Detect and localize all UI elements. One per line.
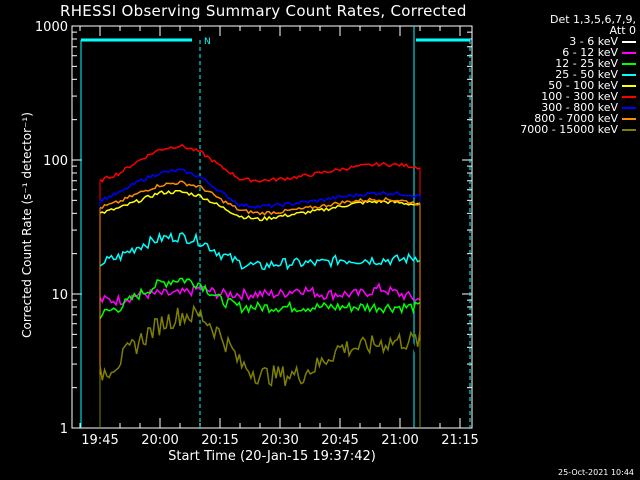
legend-entry-label: 50 - 100 keV	[548, 79, 618, 92]
x-tick-label: 21:00	[381, 433, 418, 448]
y-tick-label: 10	[51, 288, 68, 303]
y-axis-label: Corrected Count Rate (s⁻¹ detector⁻¹)	[20, 112, 34, 338]
x-tick-label: 19:45	[81, 433, 118, 448]
legend-entry: 7000 - 15000 keV	[474, 124, 636, 135]
legend-entry-label: 100 - 300 keV	[541, 90, 618, 103]
legend-swatch	[622, 128, 636, 131]
legend-entry-label: 7000 - 15000 keV	[520, 123, 618, 136]
legend-swatch	[622, 117, 636, 120]
legend-swatch	[622, 84, 636, 87]
timestamp: 25-Oct-2021 10:44	[558, 468, 634, 477]
x-tick-label: 20:30	[261, 433, 298, 448]
y-tick-label: 1	[60, 422, 68, 437]
legend-swatch	[622, 106, 636, 109]
series-line-3	[99, 231, 421, 271]
series-line-4	[99, 189, 421, 222]
y-tick-label: 1000	[35, 20, 68, 35]
legend-entry: 300 - 800 keV	[474, 102, 636, 113]
legend-swatch	[622, 40, 636, 43]
night-annotation: N	[204, 37, 211, 47]
legend-entry: 12 - 25 keV	[474, 58, 636, 69]
plot-frame	[71, 25, 473, 429]
series-line-0	[99, 293, 421, 365]
x-tick-label: 20:00	[141, 433, 178, 448]
x-tick-label: 20:15	[201, 433, 238, 448]
y-tick-label: 100	[43, 154, 68, 169]
legend-entry: 6 - 12 keV	[474, 47, 636, 58]
legend-entry-label: 3 - 6 keV	[569, 35, 618, 48]
legend-swatch	[622, 95, 636, 98]
series-line-8	[99, 304, 421, 387]
legend-swatch	[622, 73, 636, 76]
legend-entry-label: 800 - 7000 keV	[534, 112, 618, 125]
legend-entry: 100 - 300 keV	[474, 91, 636, 102]
x-tick-label: 20:45	[321, 433, 358, 448]
legend-entry: 3 - 6 keV	[474, 36, 636, 47]
legend-title-line-2: Att 0	[609, 24, 636, 37]
legend-entry: 50 - 100 keV	[474, 80, 636, 91]
legend-entry: 25 - 50 keV	[474, 69, 636, 80]
legend-entry-label: 25 - 50 keV	[555, 68, 618, 81]
legend-title-line-1: Det 1,3,5,6,7,9,	[549, 13, 636, 26]
series-line-1	[99, 282, 421, 307]
legend-entry: 800 - 7000 keV	[474, 113, 636, 124]
chart-title: RHESSI Observing Summary Count Rates, Co…	[60, 2, 467, 20]
legend-swatch	[622, 51, 636, 54]
series-line-2	[99, 277, 421, 320]
legend: Det 1,3,5,6,7,9, Att 0 3 - 6 keV 6 - 12 k…	[474, 14, 636, 135]
legend-entry-label: 12 - 25 keV	[555, 57, 618, 70]
legend-entry-label: 6 - 12 keV	[562, 46, 618, 59]
legend-swatch	[622, 62, 636, 65]
x-tick-label: 21:15	[441, 433, 478, 448]
series-line-6	[99, 168, 421, 209]
legend-entry-label: 300 - 800 keV	[541, 101, 618, 114]
series-line-7	[99, 180, 421, 216]
series-line-5	[99, 143, 421, 183]
x-axis-label: Start Time (20-Jan-15 19:37:42)	[168, 449, 376, 464]
